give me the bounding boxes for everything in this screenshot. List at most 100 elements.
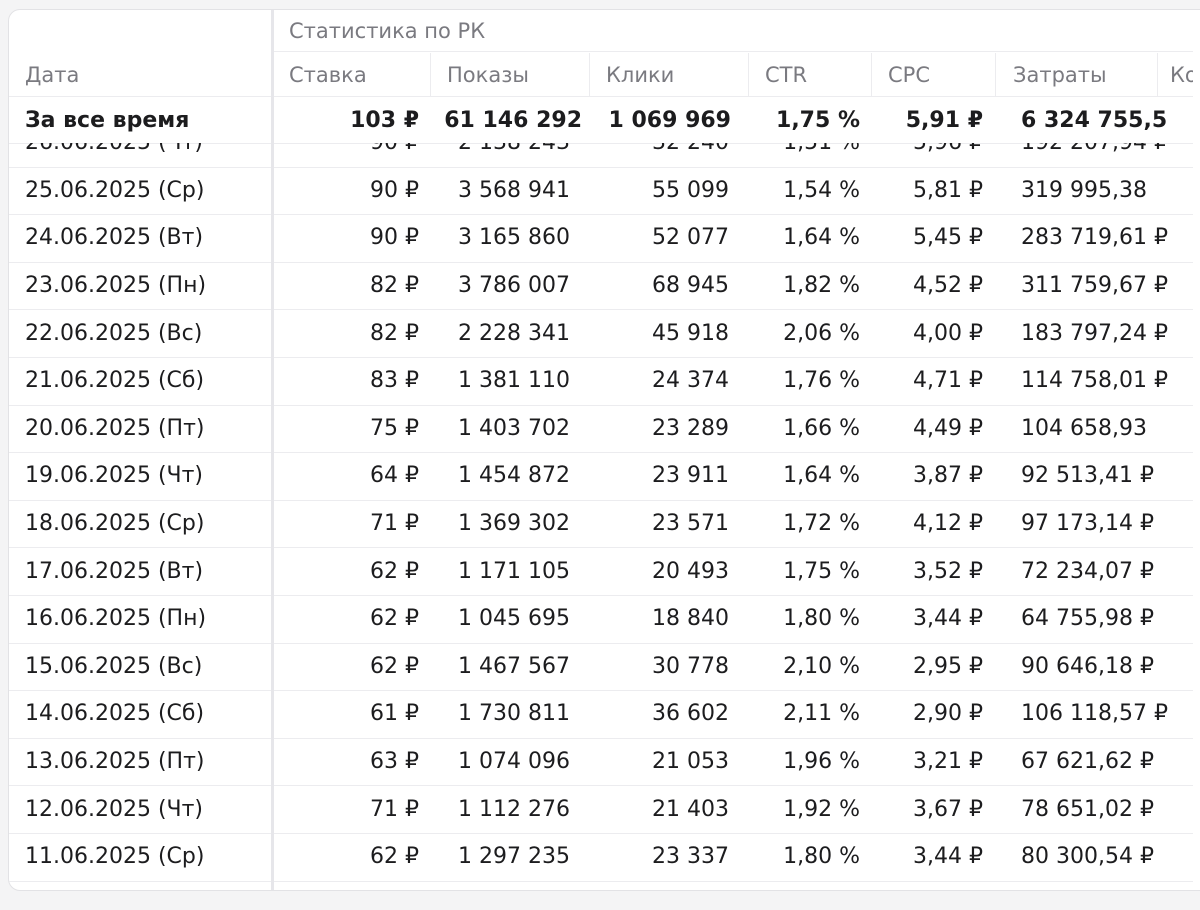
bid-cell: 64 ₽: [370, 463, 419, 489]
ctr-cell: 1,64 %: [783, 225, 860, 251]
cpc-cell: 5,96 ₽: [872, 143, 983, 167]
table-viewport[interactable]: Статистика по РК Дата Ставка Показы Клик…: [9, 10, 1193, 890]
cpc-cell: 3,44 ₽: [913, 606, 983, 632]
impressions-cell: 1 730 811: [458, 701, 570, 727]
clicks-cell: 36 602: [652, 701, 729, 727]
spend-cell: 78 651,02 ₽: [1021, 796, 1154, 822]
frozen-column-divider: [271, 10, 274, 890]
date-cell: 25.06.2025 (Ср): [25, 177, 205, 203]
impressions-cell: 2 228 341: [458, 320, 570, 346]
ctr-cell: 1,92 %: [783, 796, 860, 822]
column-header-bid[interactable]: Ставка: [289, 62, 367, 87]
date-cell: 13.06.2025 (Пт): [25, 749, 205, 775]
date-cell: 23.06.2025 (Пн): [25, 273, 207, 299]
bid-cell: 71 ₽: [370, 796, 419, 822]
table-body[interactable]: 26.06.2025 (Чт) 90 ₽ 2 138 243 32 240 1,51 %…: [9, 143, 1193, 890]
table-row[interactable]: 20.06.2025 (Пт) 75 ₽ 1 403 702 23 289 1,66 %…: [9, 405, 1193, 454]
impressions-cell: 1 369 302: [458, 511, 570, 537]
cpc-cell: 3,21 ₽: [913, 749, 983, 775]
cpc-cell: 3,52 ₽: [913, 558, 983, 584]
campaign-stats-table: Статистика по РК Дата Ставка Показы Клик…: [8, 9, 1200, 891]
bid-cell: 63 ₽: [370, 749, 419, 775]
horizontal-scroll-track[interactable]: [0, 893, 1200, 910]
column-header-cpc[interactable]: CPC: [888, 62, 930, 87]
ctr-cell: 1,76 %: [783, 368, 860, 394]
table-row[interactable]: 25.06.2025 (Ср) 90 ₽ 3 568 941 55 099 1,54 %…: [9, 167, 1193, 216]
column-header-impressions[interactable]: Показы: [447, 62, 529, 87]
spend-cell: 319 995,38: [1021, 177, 1147, 203]
table-row[interactable]: 22.06.2025 (Вс) 82 ₽ 2 228 341 45 918 2,06 %…: [9, 309, 1193, 358]
clicks-cell: 68 945: [652, 273, 729, 299]
spend-cell: 90 646,18 ₽: [1021, 653, 1154, 679]
ctr-cell: 2,10 %: [783, 653, 860, 679]
ctr-cell: 1,64 %: [783, 463, 860, 489]
total-bid-cell: 103 ₽: [350, 107, 419, 133]
spend-cell: 67 621,62 ₽: [1021, 749, 1154, 775]
ctr-cell: 1,66 %: [783, 415, 860, 441]
bid-cell: 82 ₽: [370, 273, 419, 299]
ctr-cell: 1,54 %: [783, 177, 860, 203]
column-header-extra[interactable]: Ко: [1170, 62, 1193, 87]
clicks-cell: 20 493: [652, 558, 729, 584]
ctr-cell: 2,11 %: [783, 701, 860, 727]
column-header-spend[interactable]: Затраты: [1013, 62, 1107, 87]
table-row[interactable]: 23.06.2025 (Пн) 82 ₽ 3 786 007 68 945 1,82 %…: [9, 262, 1193, 311]
spend-cell: 104 658,93: [1021, 415, 1147, 441]
date-cell: 20.06.2025 (Пт): [25, 415, 205, 441]
column-header-row: Дата Ставка Показы Клики CTR CPC Затраты…: [9, 53, 1193, 97]
table-row[interactable]: 21.06.2025 (Сб) 83 ₽ 1 381 110 24 374 1,76 %…: [9, 357, 1193, 406]
date-cell: 14.06.2025 (Сб): [25, 701, 205, 727]
cpc-cell: 5,81 ₽: [913, 177, 983, 203]
ctr-cell: 1,75 %: [783, 558, 860, 584]
column-divider: [995, 53, 996, 96]
total-spend-cell: 6 324 755,5: [1021, 107, 1168, 133]
cpc-cell: 4,49 ₽: [913, 415, 983, 441]
cpc-cell: 4,71 ₽: [913, 368, 983, 394]
impressions-cell: 3 165 860: [458, 225, 570, 251]
spend-cell: 72 234,07 ₽: [1021, 558, 1154, 584]
bid-cell: 62 ₽: [370, 558, 419, 584]
bid-cell: 75 ₽: [370, 415, 419, 441]
bid-cell: 83 ₽: [370, 368, 419, 394]
column-header-ctr[interactable]: CTR: [765, 62, 808, 87]
impressions-cell: 3 568 941: [458, 177, 570, 203]
clicks-cell: 24 374: [652, 368, 729, 394]
table-row[interactable]: 17.06.2025 (Вт) 62 ₽ 1 171 105 20 493 1,75 %…: [9, 547, 1193, 596]
spend-cell: 192 207,94 ₽: [1021, 143, 1193, 167]
table-row[interactable]: 16.06.2025 (Пн) 62 ₽ 1 045 695 18 840 1,80 %…: [9, 595, 1193, 644]
table-row[interactable]: 12.06.2025 (Чт) 71 ₽ 1 112 276 21 403 1,92 %…: [9, 785, 1193, 834]
clicks-cell: 21 403: [652, 796, 729, 822]
impressions-cell: 1 467 567: [458, 653, 570, 679]
clicks-cell: 23 911: [652, 463, 729, 489]
table-row[interactable]: 24.06.2025 (Вт) 90 ₽ 3 165 860 52 077 1,64 %…: [9, 214, 1193, 263]
bid-cell: 62 ₽: [370, 653, 419, 679]
clicks-cell: 32 240: [589, 143, 729, 167]
bid-cell: 82 ₽: [370, 320, 419, 346]
impressions-cell: 1 297 235: [458, 844, 570, 870]
impressions-cell: 1 403 702: [458, 415, 570, 441]
bid-cell: 71 ₽: [370, 511, 419, 537]
date-cell: 18.06.2025 (Ср): [25, 511, 205, 537]
spend-cell: 92 513,41 ₽: [1021, 463, 1154, 489]
impressions-cell: 1 454 872: [458, 463, 570, 489]
table-row[interactable]: 14.06.2025 (Сб) 61 ₽ 1 730 811 36 602 2,11 %…: [9, 690, 1193, 739]
table-row[interactable]: 11.06.2025 (Ср) 62 ₽ 1 297 235 23 337 1,80 %…: [9, 833, 1193, 882]
table-row[interactable]: 13.06.2025 (Пт) 63 ₽ 1 074 096 21 053 1,96 %…: [9, 738, 1193, 787]
column-header-date[interactable]: Дата: [25, 62, 80, 87]
spend-cell: 97 173,14 ₽: [1021, 511, 1154, 537]
column-header-clicks[interactable]: Клики: [606, 62, 675, 87]
table-row[interactable]: 15.06.2025 (Вс) 62 ₽ 1 467 567 30 778 2,10 %…: [9, 643, 1193, 692]
table-row[interactable]: 18.06.2025 (Ср) 71 ₽ 1 369 302 23 571 1,72 %…: [9, 500, 1193, 549]
table-row[interactable]: 26.06.2025 (Чт) 90 ₽ 2 138 243 32 240 1,51 %…: [9, 143, 1193, 168]
total-cpc-cell: 5,91 ₽: [905, 107, 983, 133]
clicks-cell: 23 337: [652, 844, 729, 870]
spend-cell: 311 759,67 ₽: [1021, 273, 1168, 299]
total-row: За все время 103 ₽ 61 146 292 1 069 969 …: [9, 97, 1193, 144]
column-divider: [748, 53, 749, 96]
date-cell: 12.06.2025 (Чт): [25, 796, 204, 822]
bid-cell: 90 ₽: [289, 143, 419, 167]
bid-cell: 90 ₽: [370, 177, 419, 203]
impressions-cell: 1 171 105: [458, 558, 570, 584]
table-row[interactable]: 19.06.2025 (Чт) 64 ₽ 1 454 872 23 911 1,64 %…: [9, 452, 1193, 501]
ctr-cell: 1,80 %: [783, 844, 860, 870]
